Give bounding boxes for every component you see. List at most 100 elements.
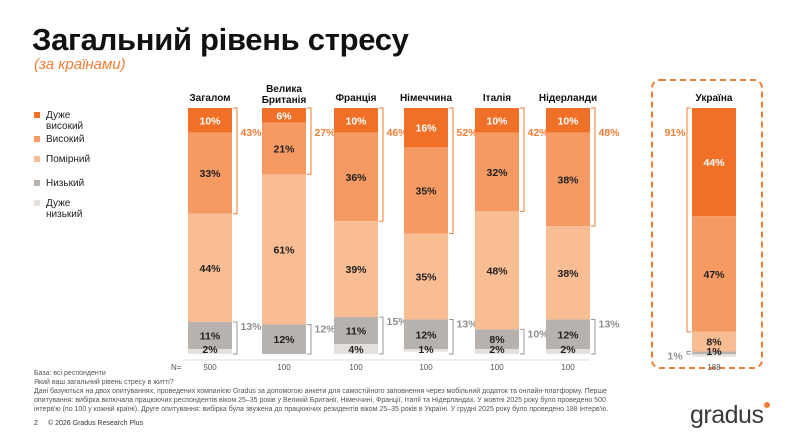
value-label-cat6-very_high: 44% [703,157,725,169]
total-high-cat0: 43% [240,127,262,139]
value-label-cat2-low: 11% [346,326,367,338]
value-label-cat2-very_low: 4% [348,344,364,356]
bar-cat3-very_low [404,349,448,352]
value-label-cat5-low: 12% [557,329,579,341]
value-label-cat4-high: 32% [486,167,508,179]
value-label-cat6-high: 47% [703,269,725,281]
value-label-cat0-high: 33% [199,168,221,180]
bracket-bottom-cat3 [449,319,454,355]
page-subtitle: (за країнами) [34,56,126,73]
value-label-cat1-high: 21% [273,144,295,156]
bar-cat2-very_low [334,344,378,354]
bar-cat4-low [475,329,519,350]
category-label-cat5: Нідерланди [539,93,597,104]
bracket-top-cat4 [520,107,525,212]
bar-cat1-high [262,122,306,175]
legend-swatch-low [34,180,40,186]
bracket-top-cat5 [591,107,596,227]
legend-label-high: Високий [46,134,85,145]
n-value-cat2: 100 [349,363,363,372]
value-label-cat0-very_low: 2% [202,344,218,356]
n-value-cat1: 100 [277,363,291,372]
value-label-cat4-very_low: 2% [489,344,505,356]
value-label-cat4-very_high: 10% [486,115,508,127]
footnote-base: База: всі респонденти [34,370,106,377]
total-low-cat0: 13% [240,321,262,333]
n-axis-label: N= [171,363,182,372]
footnote-question: Який ваш загальний рівень стресу в житті… [34,379,174,386]
total-high-cat6: 91% [664,127,686,139]
bar-cat0-moderate [188,213,232,323]
value-label-cat0-low: 11% [200,331,221,343]
value-label-cat3-high: 35% [415,185,437,197]
page-title: Загальний рівень стресу [32,22,409,57]
bar-cat1-low [262,324,306,354]
total-low-cat6: 1% [667,351,683,363]
value-label-cat6-very_low: 1% [706,346,722,358]
total-high-cat4: 42% [527,127,549,139]
category-label-cat4: Італія [483,93,511,104]
legend-swatch-very-low [34,200,40,206]
bar-cat5-high [546,132,590,227]
value-label-cat5-high: 38% [557,174,579,186]
bar-cat5-very_high [546,108,590,133]
value-label-cat5-moderate: 38% [557,268,579,280]
bracket-bottom-cat5 [591,319,596,355]
bar-cat2-moderate [334,221,378,318]
bracket-bottom-cat6 [686,351,691,355]
bracket-top-cat3 [449,107,454,234]
bar-cat2-high [334,132,378,222]
bar-cat1-very_high [262,108,306,123]
legend-label-very-low: Дуже низький [46,198,83,220]
bar-cat3-high [404,147,448,234]
value-label-cat5-very_low: 2% [560,344,576,356]
legend-label-very-high: Дуже високий [46,110,84,132]
bracket-bottom-cat4 [520,328,525,355]
bracket-bottom-cat0 [233,321,238,355]
legend-swatch-high [34,136,40,142]
bar-cat5-low [546,319,590,350]
legend-swatch-very-high [34,112,40,118]
value-label-cat2-very_high: 10% [345,115,367,127]
total-high-cat3: 52% [456,127,478,139]
value-label-cat5-very_high: 10% [557,115,579,127]
bar-cat3-moderate [404,233,448,320]
bar-cat4-very_high [475,108,519,133]
bar-cat6-very_low [692,354,736,357]
bar-cat5-moderate [546,226,590,320]
category-label-cat6: Україна [696,93,733,104]
category-label-cat2: Франція [335,93,376,104]
total-high-cat5: 48% [598,127,620,139]
value-label-cat6-moderate: 8% [706,337,722,349]
value-label-cat3-very_low: 1% [418,344,434,356]
n-value-cat5: 100 [561,363,575,372]
page-number: 2 [34,420,38,427]
bracket-bottom-cat1 [307,323,312,355]
category-label-cat3: Німеччина [400,93,453,104]
logo-dot-icon [764,402,771,408]
bar-cat6-high [692,216,736,332]
bar-cat0-high [188,132,232,214]
legend-label-moderate: Помірний [46,154,91,165]
value-label-cat0-moderate: 44% [199,263,221,275]
total-low-cat1: 12% [314,323,336,335]
n-value-cat3: 100 [419,363,433,372]
value-label-cat1-very_high: 6% [276,110,292,122]
total-low-cat4: 10% [527,328,549,340]
footnotes: База: всі респонденти Який ваш загальний… [34,369,644,414]
bar-cat1-moderate [262,174,306,325]
ukraine-highlight-frame [651,79,763,369]
bar-cat4-very_low [475,349,519,354]
bar-cat6-moderate [692,331,736,352]
total-low-cat5: 13% [598,319,620,331]
bar-cat0-low [188,322,232,350]
bracket-top-cat6 [686,107,691,333]
total-high-cat2: 46% [386,127,408,139]
bar-cat2-low [334,317,378,345]
footnote-method-3: інтерв'ю (по 100 у кожній країні). Друге… [34,406,609,413]
category-label-cat1: Велика [266,84,302,95]
bar-cat3-low [404,319,448,350]
value-label-cat4-low: 8% [489,334,505,346]
footnote-method-2: опитування: вибірка включала працюючих р… [34,397,606,404]
